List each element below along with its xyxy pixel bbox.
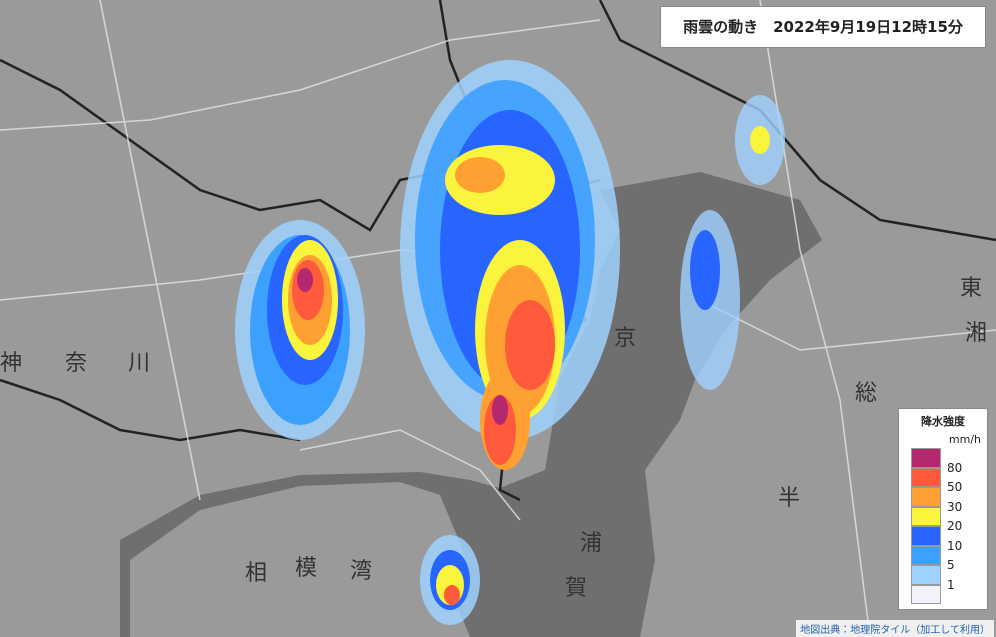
legend-swatch bbox=[911, 545, 941, 565]
map-labels: 相 模 湾 浦 賀 京 総 半 神 奈 川 東 湘 bbox=[0, 276, 987, 601]
rain-cells bbox=[235, 60, 785, 625]
legend-label: 5 bbox=[947, 558, 955, 572]
place-label: 川 bbox=[128, 351, 150, 376]
legend-swatch bbox=[911, 506, 941, 526]
title-box: 雨雲の動き 2022年9月19日12時15分 bbox=[660, 6, 986, 48]
legend-swatch bbox=[911, 448, 941, 468]
place-label: 東 bbox=[960, 276, 982, 301]
place-label: 模 bbox=[295, 556, 317, 581]
legend-label: 20 bbox=[947, 519, 963, 533]
place-label: 半 bbox=[778, 486, 800, 511]
legend: 降水強度 mm/h 80 50 30 20 10 5 1 bbox=[898, 408, 988, 610]
legend-label: 50 bbox=[947, 480, 963, 494]
place-label: 湘 bbox=[965, 321, 987, 346]
place-label: 賀 bbox=[565, 576, 587, 601]
legend-title: 降水強度 bbox=[921, 415, 965, 428]
place-label: 奈 bbox=[65, 351, 87, 376]
legend-scale: 80 50 30 20 10 5 1 bbox=[899, 446, 987, 606]
legend-label: 10 bbox=[947, 538, 963, 553]
attribution: 地図出典：地理院タイル（加工して利用） bbox=[796, 620, 994, 637]
place-label: 湾 bbox=[350, 559, 372, 584]
legend-swatch bbox=[911, 526, 941, 546]
place-label: 相 bbox=[245, 561, 267, 586]
place-label: 浦 bbox=[580, 531, 602, 556]
sea bbox=[120, 172, 822, 637]
legend-swatch bbox=[911, 565, 941, 585]
place-label: 神 bbox=[0, 351, 22, 376]
place-label: 京 bbox=[614, 326, 636, 351]
legend-swatch bbox=[911, 584, 941, 604]
legend-swatch bbox=[911, 487, 941, 507]
legend-unit: mm/h bbox=[948, 433, 981, 446]
legend-swatch bbox=[911, 467, 941, 487]
legend-label: 1 bbox=[947, 577, 955, 592]
place-label: 総 bbox=[855, 381, 877, 406]
legend-label: 30 bbox=[947, 499, 963, 514]
legend-label: 80 bbox=[947, 460, 963, 475]
